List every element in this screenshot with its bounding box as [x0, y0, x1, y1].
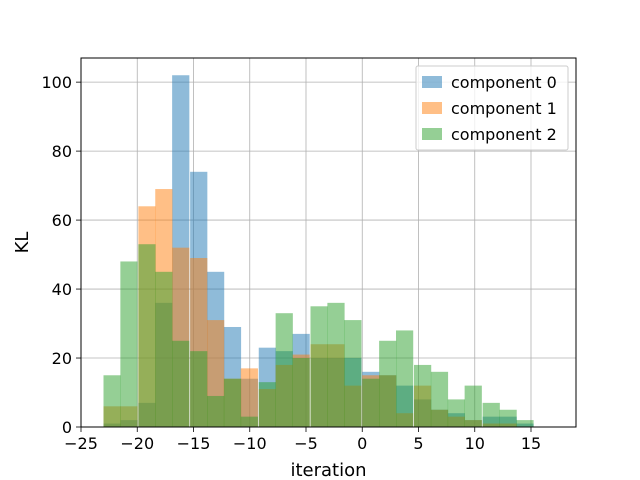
legend-entry-label: component 2 [451, 125, 557, 144]
histogram-bar [379, 340, 397, 427]
legend-entry-label: component 0 [451, 73, 557, 92]
x-tick-label: −15 [177, 434, 211, 453]
histogram-bar [138, 244, 156, 427]
legend-entry-label: component 1 [451, 99, 557, 118]
histogram-bar [275, 313, 293, 427]
x-axis-label: iteration [290, 460, 366, 480]
legend-swatch [422, 128, 442, 140]
y-tick-label: 60 [52, 211, 72, 230]
histogram-bar [516, 420, 534, 427]
legend-swatch [422, 102, 442, 114]
y-axis-label: KL [12, 232, 33, 254]
x-tick-label: −20 [120, 434, 154, 453]
x-tick-label: 0 [357, 434, 367, 453]
x-tick-label: −5 [294, 434, 318, 453]
y-tick-label: 0 [62, 418, 72, 437]
y-tick-label: 20 [52, 349, 72, 368]
histogram-bar [327, 302, 345, 427]
plot-area-frame [80, 57, 577, 428]
histogram-bar [258, 382, 276, 427]
histogram-bar [155, 271, 173, 427]
histogram-bar [447, 399, 465, 427]
x-tick-label: 5 [413, 434, 423, 453]
legend-box [415, 65, 569, 151]
x-tick-label: −25 [64, 434, 98, 453]
y-axis-ticks: 0 20 40 60 80 100 [41, 73, 81, 437]
series-2-bars [103, 244, 534, 427]
histogram-bar [482, 402, 500, 427]
x-axis-ticks: −25 −20 −15 −10 −5 0 5 10 15 [64, 427, 541, 453]
histogram-bar [240, 416, 258, 427]
y-tick-label: 80 [52, 142, 72, 161]
x-tick-label: 15 [521, 434, 541, 453]
histogram-bar [207, 395, 225, 427]
histogram-bar [414, 364, 432, 427]
histogram-bar [292, 358, 310, 427]
histogram-bar [430, 371, 449, 427]
histogram-bar [344, 320, 362, 427]
histogram-bar [120, 261, 138, 427]
histogram-bar [396, 330, 414, 427]
y-tick-label: 100 [41, 73, 72, 92]
histogram-bar [464, 385, 482, 427]
histogram-bar [103, 375, 121, 427]
histogram-bar [310, 306, 328, 427]
histogram-bar [499, 409, 517, 427]
histogram-bar [172, 340, 190, 427]
legend: component 0 component 1 component 2 [415, 65, 569, 151]
y-tick-label: 40 [52, 280, 72, 299]
histogram-bar [362, 378, 380, 427]
histogram-bar [240, 368, 258, 427]
x-tick-label: −10 [233, 434, 267, 453]
histogram-bars [103, 75, 534, 428]
histogram-bar [190, 351, 208, 427]
legend-swatch [422, 76, 442, 88]
histogram-bar [223, 378, 242, 427]
x-tick-label: 10 [465, 434, 485, 453]
